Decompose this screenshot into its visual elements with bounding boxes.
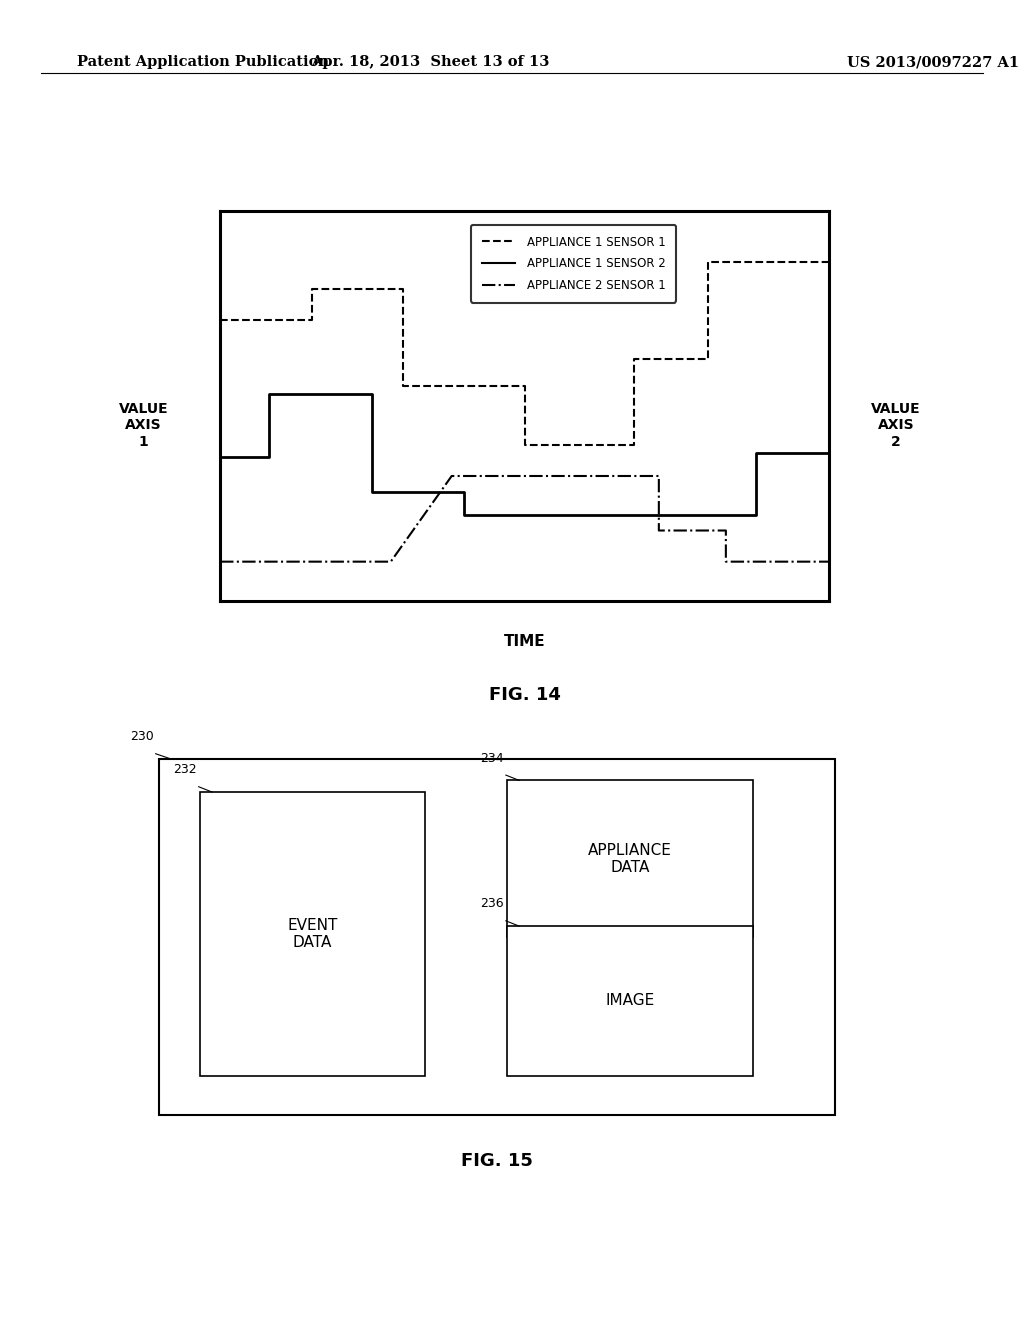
APPLIANCE 2 SENSOR 1 (592, 469, 604, 484)
APPLIANCE 1 SENSOR 1 (396, 379, 409, 395)
APPLIANCE 1 SENSOR 1 (305, 281, 317, 297)
APPLIANCE 1 SENSOR 2 (263, 449, 275, 465)
Text: Apr. 18, 2013  Sheet 13 of 13: Apr. 18, 2013 Sheet 13 of 13 (311, 55, 549, 70)
APPLIANCE 1 SENSOR 2 (458, 507, 470, 523)
Text: VALUE
AXIS
1: VALUE AXIS 1 (119, 403, 168, 449)
APPLIANCE 1 SENSOR 1 (823, 253, 836, 269)
APPLIANCE 1 SENSOR 1 (518, 379, 530, 395)
APPLIANCE 2 SENSOR 1 (445, 469, 458, 484)
APPLIANCE 1 SENSOR 1 (214, 313, 226, 329)
APPLIANCE 2 SENSOR 1 (652, 523, 665, 539)
Text: EVENT
DATA: EVENT DATA (287, 917, 338, 950)
APPLIANCE 2 SENSOR 1 (385, 553, 397, 569)
APPLIANCE 1 SENSOR 2 (751, 507, 763, 523)
APPLIANCE 1 SENSOR 2 (751, 445, 763, 461)
APPLIANCE 2 SENSOR 1 (652, 469, 665, 484)
Text: IMAGE: IMAGE (605, 994, 654, 1008)
Text: APPLIANCE
DATA: APPLIANCE DATA (588, 842, 672, 875)
APPLIANCE 2 SENSOR 1 (823, 553, 836, 569)
Text: 236: 236 (480, 898, 504, 911)
APPLIANCE 1 SENSOR 1 (701, 253, 714, 269)
APPLIANCE 1 SENSOR 1 (701, 351, 714, 367)
APPLIANCE 2 SENSOR 1 (214, 553, 226, 569)
Text: FIG. 14: FIG. 14 (488, 686, 561, 705)
Text: 234: 234 (480, 751, 504, 764)
APPLIANCE 2 SENSOR 1 (592, 469, 604, 484)
APPLIANCE 2 SENSOR 1 (720, 523, 732, 539)
Text: 230: 230 (130, 730, 154, 743)
APPLIANCE 1 SENSOR 2 (689, 507, 701, 523)
Text: TIME: TIME (504, 634, 546, 648)
APPLIANCE 2 SENSOR 1 (720, 553, 732, 569)
APPLIANCE 1 SENSOR 2 (263, 387, 275, 403)
APPLIANCE 1 SENSOR 1 (396, 281, 409, 297)
Text: FIG. 15: FIG. 15 (461, 1152, 532, 1171)
APPLIANCE 1 SENSOR 2 (367, 483, 379, 499)
Legend: APPLIANCE 1 SENSOR 1, APPLIANCE 1 SENSOR 2, APPLIANCE 2 SENSOR 1: APPLIANCE 1 SENSOR 1, APPLIANCE 1 SENSOR… (471, 224, 676, 302)
Text: US 2013/0097227 A1: US 2013/0097227 A1 (847, 55, 1019, 70)
APPLIANCE 2 SENSOR 1 (445, 469, 458, 484)
APPLIANCE 1 SENSOR 2 (823, 445, 836, 461)
APPLIANCE 1 SENSOR 2 (689, 507, 701, 523)
Text: 232: 232 (173, 763, 197, 776)
APPLIANCE 1 SENSOR 2 (458, 483, 470, 499)
Line: APPLIANCE 2 SENSOR 1: APPLIANCE 2 SENSOR 1 (220, 477, 829, 561)
APPLIANCE 1 SENSOR 2 (214, 449, 226, 465)
APPLIANCE 1 SENSOR 2 (610, 507, 623, 523)
APPLIANCE 1 SENSOR 2 (367, 387, 379, 403)
APPLIANCE 1 SENSOR 2 (610, 507, 623, 523)
APPLIANCE 1 SENSOR 1 (305, 313, 317, 329)
Text: VALUE
AXIS
2: VALUE AXIS 2 (871, 403, 921, 449)
Line: APPLIANCE 1 SENSOR 2: APPLIANCE 1 SENSOR 2 (220, 395, 829, 515)
APPLIANCE 1 SENSOR 1 (518, 437, 530, 453)
APPLIANCE 1 SENSOR 1 (629, 351, 641, 367)
Line: APPLIANCE 1 SENSOR 1: APPLIANCE 1 SENSOR 1 (220, 261, 829, 445)
APPLIANCE 2 SENSOR 1 (385, 553, 397, 569)
APPLIANCE 1 SENSOR 1 (629, 437, 641, 453)
Text: Patent Application Publication: Patent Application Publication (77, 55, 329, 70)
